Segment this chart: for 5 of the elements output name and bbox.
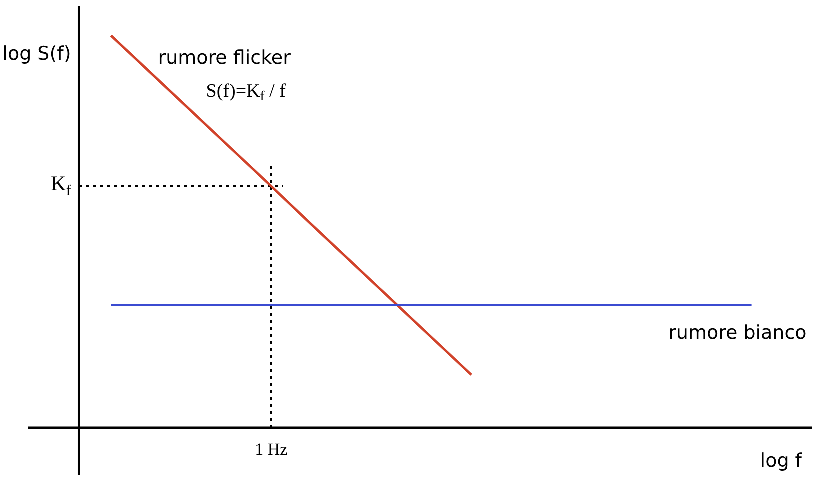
series-label: rumore flicker bbox=[158, 46, 292, 69]
y-axis-title: log S(f) bbox=[2, 43, 72, 65]
series-label: rumore bianco bbox=[668, 322, 807, 344]
x-axis-title: log f bbox=[760, 450, 804, 472]
text: 1 Hz bbox=[255, 440, 288, 459]
